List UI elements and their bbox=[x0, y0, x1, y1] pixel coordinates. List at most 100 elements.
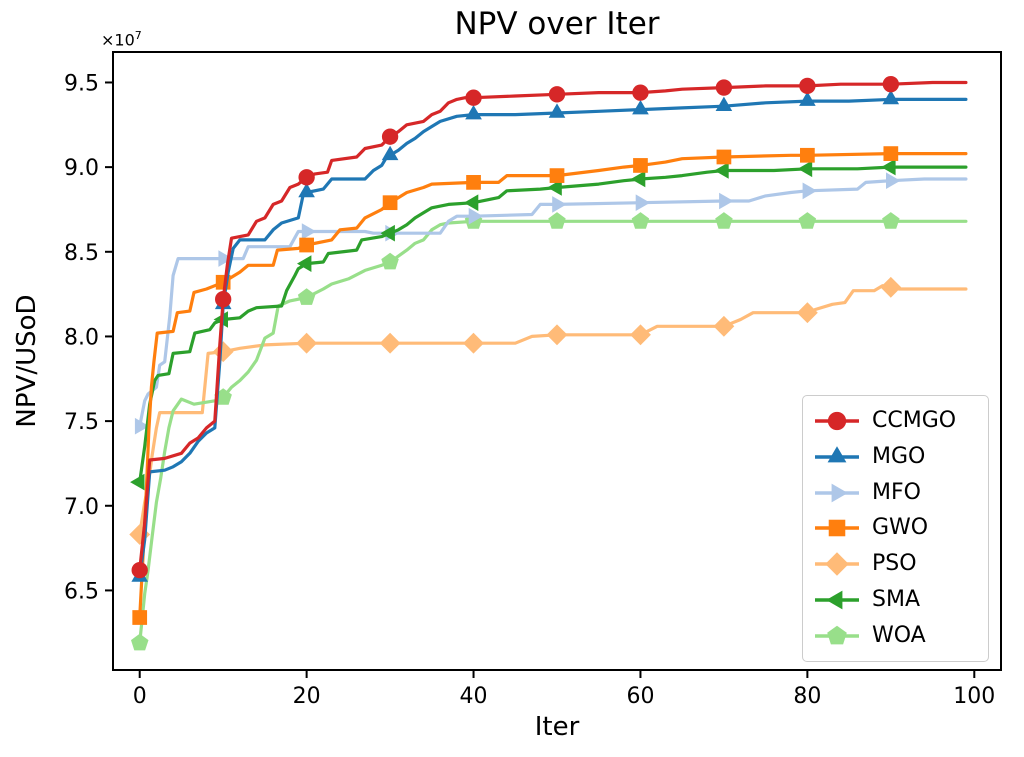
series-marker-sma bbox=[463, 194, 479, 211]
series-marker-mgo bbox=[465, 105, 482, 120]
series-line-woa bbox=[138, 219, 968, 645]
legend-label-woa: WOA bbox=[872, 622, 926, 648]
series-marker-pso bbox=[129, 524, 151, 545]
legend-label-mfo: MFO bbox=[872, 479, 921, 505]
series-marker-woa bbox=[715, 212, 733, 229]
series-marker-mfo bbox=[886, 172, 901, 189]
series-marker-pso bbox=[463, 332, 484, 354]
legend-item-gwo: GWO bbox=[813, 515, 978, 541]
series-marker-sma bbox=[630, 170, 646, 188]
x-tick-label: 40 bbox=[460, 684, 488, 709]
legend-marker-gwo bbox=[828, 520, 846, 537]
series-marker-gwo bbox=[466, 175, 481, 190]
series-marker-woa bbox=[297, 288, 316, 305]
series-marker-pso bbox=[630, 324, 651, 346]
legend-square-icon bbox=[815, 520, 859, 537]
series-marker-ccmgo bbox=[882, 76, 899, 93]
series-marker-mgo bbox=[882, 89, 900, 105]
y-tick-label: 9.5 bbox=[64, 71, 99, 96]
series-marker-sma bbox=[714, 162, 729, 179]
series-marker-mfo bbox=[301, 223, 317, 240]
series-marker-woa bbox=[548, 212, 566, 229]
series-marker-pso bbox=[296, 332, 317, 354]
series-marker-pso bbox=[379, 332, 401, 354]
series-marker-ccmgo bbox=[298, 169, 315, 186]
series-marker-mgo bbox=[632, 100, 649, 115]
series-marker-mfo bbox=[134, 417, 150, 435]
series-marker-woa bbox=[631, 212, 650, 229]
series-marker-mgo bbox=[548, 103, 566, 118]
x-axis-label: Iter bbox=[534, 712, 580, 742]
legend-item-ccmgo: CCMGO bbox=[813, 408, 978, 434]
legend-marker-mfo bbox=[831, 483, 848, 503]
legend-circle-icon bbox=[815, 411, 859, 431]
series-marker-sma bbox=[130, 473, 145, 491]
series-marker-ccmgo bbox=[131, 561, 148, 579]
series-marker-mgo bbox=[298, 182, 315, 198]
series-marker-gwo bbox=[382, 195, 398, 211]
y-tick-label: 9.0 bbox=[64, 156, 99, 181]
series-marker-pso bbox=[713, 315, 735, 337]
series-marker-mfo bbox=[218, 250, 233, 267]
series-marker-ccmgo bbox=[381, 128, 399, 145]
x-tick-label: 60 bbox=[626, 684, 654, 709]
legend-label-gwo: GWO bbox=[872, 515, 929, 541]
legend-marker-sma bbox=[826, 590, 843, 610]
series-marker-ccmgo bbox=[632, 84, 649, 101]
legend-label-ccmgo: CCMGO bbox=[872, 407, 957, 433]
legend-label-sma: SMA bbox=[872, 587, 920, 613]
series-marker-woa bbox=[882, 212, 900, 229]
legend-marker-pso bbox=[825, 552, 849, 576]
legend-label-pso: PSO bbox=[872, 551, 917, 577]
plot-border bbox=[112, 51, 1002, 671]
series-marker-woa bbox=[131, 633, 149, 651]
series-marker-gwo bbox=[299, 237, 314, 253]
series-marker-sma bbox=[881, 158, 896, 176]
series-marker-mgo bbox=[715, 96, 733, 111]
legend-item-mfo: MFO bbox=[813, 480, 978, 506]
series-marker-ccmgo bbox=[215, 291, 232, 308]
series-marker-gwo bbox=[716, 149, 732, 165]
legend-item-sma: SMA bbox=[813, 587, 978, 613]
legend-item-woa: WOA bbox=[813, 623, 978, 649]
x-tick-label: 20 bbox=[293, 684, 321, 709]
series-marker-ccmgo bbox=[799, 77, 816, 95]
legend-marker-mgo bbox=[827, 445, 847, 463]
series-marker-woa bbox=[381, 252, 399, 270]
legend: CCMGO MGO MFO GWO PSO SMA WOA bbox=[802, 395, 989, 662]
y-tick-label: 7.0 bbox=[64, 495, 99, 520]
y-axis-offset-text: ×107 bbox=[101, 29, 142, 50]
legend-triangle-up-icon bbox=[815, 445, 859, 463]
series-marker-woa bbox=[798, 212, 817, 229]
series-marker-gwo bbox=[132, 610, 148, 625]
series-marker-gwo bbox=[800, 147, 815, 163]
series-marker-gwo bbox=[633, 158, 648, 173]
series-marker-mfo bbox=[635, 194, 651, 211]
series-marker-sma bbox=[547, 179, 562, 196]
series-marker-sma bbox=[297, 255, 312, 272]
legend-item-mgo: MGO bbox=[813, 444, 978, 470]
series-marker-pso bbox=[880, 276, 902, 298]
y-tick-label: 8.5 bbox=[64, 241, 99, 266]
legend-diamond-icon bbox=[815, 552, 859, 576]
x-tick-label: 100 bbox=[953, 684, 995, 709]
series-marker-sma bbox=[380, 224, 395, 242]
legend-item-pso: PSO bbox=[813, 551, 978, 577]
series-marker-ccmgo bbox=[465, 89, 482, 106]
y-tick-label: 6.5 bbox=[64, 579, 99, 604]
legend-marker-woa bbox=[827, 625, 847, 645]
series-marker-mfo bbox=[802, 182, 817, 200]
series-marker-ccmgo bbox=[715, 79, 733, 96]
series-marker-pso bbox=[797, 302, 818, 324]
legend-marker-ccmgo bbox=[827, 411, 847, 431]
series-line-mgo bbox=[138, 97, 968, 579]
series-marker-mgo bbox=[381, 145, 399, 161]
chart-title: NPV over Iter bbox=[454, 6, 660, 42]
x-tick-label: 80 bbox=[793, 684, 821, 709]
series-marker-pso bbox=[546, 324, 568, 346]
x-tick-label: 0 bbox=[133, 684, 147, 709]
series-marker-gwo bbox=[549, 168, 565, 183]
series-marker-mfo bbox=[468, 207, 484, 225]
